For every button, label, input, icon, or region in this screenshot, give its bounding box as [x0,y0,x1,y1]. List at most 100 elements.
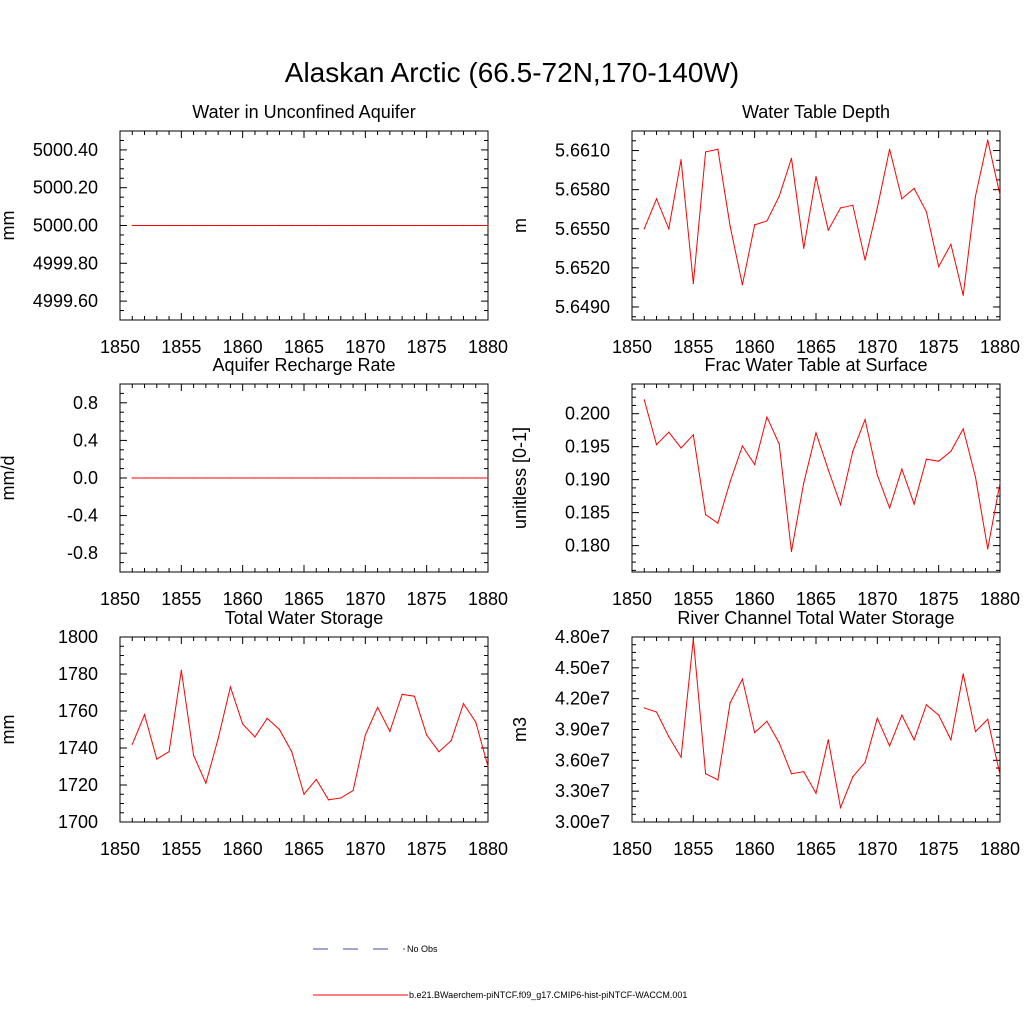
data-point [705,151,707,153]
y-tick-label: 3.00e7 [555,812,610,832]
data-point [193,754,195,757]
data-point [815,432,817,434]
data-point [962,673,964,675]
data-point [655,198,658,200]
data-point [643,228,645,230]
data-point [315,477,317,479]
data-point [205,224,207,227]
y-tick-label: 5.6610 [555,141,610,161]
x-tick-label: 1850 [612,839,652,859]
data-point [778,742,780,744]
data-point [839,504,842,506]
y-tick-label: 1740 [58,738,98,758]
data-point [266,224,268,227]
y-tick-label: 4999.60 [33,291,98,311]
data-point [987,548,989,550]
data-point [352,224,354,227]
x-tick-label: 1865 [796,589,836,609]
data-point [327,224,330,227]
y-axis-label: mm [0,211,18,241]
y-tick-label: 4.50e7 [555,658,610,678]
data-point [364,477,366,479]
data-point [790,550,793,553]
y-tick-label: 1720 [58,775,98,795]
data-point [938,265,940,268]
x-tick-label: 1865 [796,839,836,859]
data-point [778,195,780,197]
y-tick-label: 0.0 [73,468,98,488]
data-point [901,714,903,716]
plot-frame [631,383,1001,573]
data-point [889,745,891,747]
data-point [815,792,817,794]
x-tick-label: 1850 [100,337,140,357]
x-tick-label: 1860 [223,839,263,859]
data-point [925,211,928,213]
data-point [143,714,146,716]
x-tick-label: 1860 [735,839,775,859]
data-point [229,686,231,688]
data-point [876,717,878,719]
data-point [131,224,133,227]
data-point [131,743,133,745]
data-point [950,243,952,245]
data-point [450,477,452,479]
data-point [680,756,682,758]
panel-title: Frac Water Table at Surface [704,355,927,375]
data-point [413,695,415,697]
x-tick-label: 1870 [857,589,897,609]
data-point [278,477,281,479]
series-line [643,399,1001,552]
x-tick-label: 1850 [100,589,140,609]
data-point [925,704,928,706]
data-point [487,477,489,479]
data-point [315,224,317,227]
x-tick-label: 1875 [407,589,447,609]
y-tick-label: 3.90e7 [555,720,610,740]
data-point [242,723,244,725]
data-point [901,468,903,470]
data-point [643,707,645,709]
y-axis-label: unitless [0-1] [510,427,530,529]
data-point [205,782,207,784]
data-point [340,224,342,227]
x-tick-label: 1850 [612,337,652,357]
data-point [229,224,231,227]
data-point [950,450,952,452]
data-point [438,751,440,753]
legend-obs-label: No Obs [407,944,438,954]
data-point [974,195,977,197]
data-point [413,477,415,479]
data-point [876,474,878,476]
data-point [450,224,452,227]
data-point [438,224,440,227]
plot-frame [631,636,1001,823]
x-tick-label: 1865 [284,589,324,609]
data-point [352,789,354,792]
data-point [938,460,940,462]
data-point [754,731,756,734]
data-point [766,416,768,418]
data-point [827,229,829,231]
data-point [291,224,293,227]
x-tick-label: 1855 [161,337,201,357]
x-tick-label: 1880 [468,589,508,609]
panel-recharge-rate: 1850 1855 1860 1865 1870 1875 1880 -0.8 -0.4 0.0 0… [0,355,508,609]
data-point [143,224,146,227]
data-point [143,477,146,479]
data-point [889,148,891,150]
data-point [217,738,219,740]
data-point [839,807,842,809]
data-point [668,431,670,433]
data-point [705,773,707,775]
x-tick-label: 1880 [980,337,1020,357]
data-point [193,224,195,227]
x-tick-label: 1860 [735,589,775,609]
data-point [717,779,719,781]
x-tick-label: 1870 [345,337,385,357]
data-point [692,282,694,285]
data-point [962,428,964,430]
data-point [766,220,768,222]
x-tick-label: 1880 [980,589,1020,609]
